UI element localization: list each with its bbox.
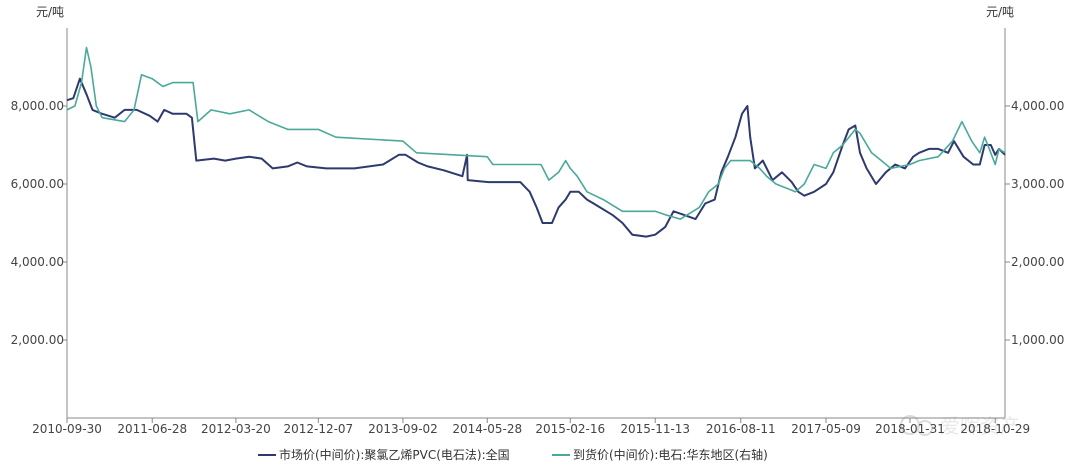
x-tick-label: 2011-06-28 — [117, 422, 187, 436]
legend: 市场价(中间价):聚氯乙烯PVC(电石法):全国 到货价(中间价):电石:华东地… — [258, 447, 768, 462]
x-tick-label: 2018-10-29 — [960, 422, 1030, 436]
y-left-tick-label: 4,000.00 — [11, 255, 64, 269]
x-tick-label: 2015-02-16 — [535, 422, 605, 436]
x-tick-label: 2012-12-07 — [283, 422, 353, 436]
y-left-tick-label: 6,000.00 — [11, 177, 64, 191]
legend-label-pvc: 市场价(中间价):聚氯乙烯PVC(电石法):全国 — [279, 447, 510, 462]
y-right-tick-label: 4,000.00 — [1011, 99, 1064, 113]
x-tick-label: 2010-09-30 — [32, 422, 102, 436]
x-tick-label: 2017-05-09 — [791, 422, 861, 436]
x-tick-label: 2014-05-28 — [452, 422, 522, 436]
x-tick-label: 2015-11-13 — [620, 422, 690, 436]
x-tick-label: 2016-08-11 — [706, 422, 776, 436]
x-tick-label: 2013-09-02 — [368, 422, 438, 436]
y-right-tick-label: 1,000.00 — [1011, 333, 1064, 347]
x-tick-label: 2012-03-20 — [201, 422, 271, 436]
series-line-pvc — [66, 77, 1006, 238]
legend-label-carbide: 到货价(中间价):电石:华东地区(右轴) — [573, 447, 768, 462]
y-right-unit: 元/吨 — [986, 5, 1014, 19]
y-left-tick-label: 2,000.00 — [11, 333, 64, 347]
y-right-tick-label: 3,000.00 — [1011, 177, 1064, 191]
x-tick-label: 2018-01-31 — [875, 422, 945, 436]
y-left-tick-label: 8,000.00 — [11, 99, 64, 113]
y-right-tick-label: 2,000.00 — [1011, 255, 1064, 269]
y-left-unit: 元/吨 — [36, 5, 64, 19]
series-line-carbide — [66, 46, 1006, 220]
